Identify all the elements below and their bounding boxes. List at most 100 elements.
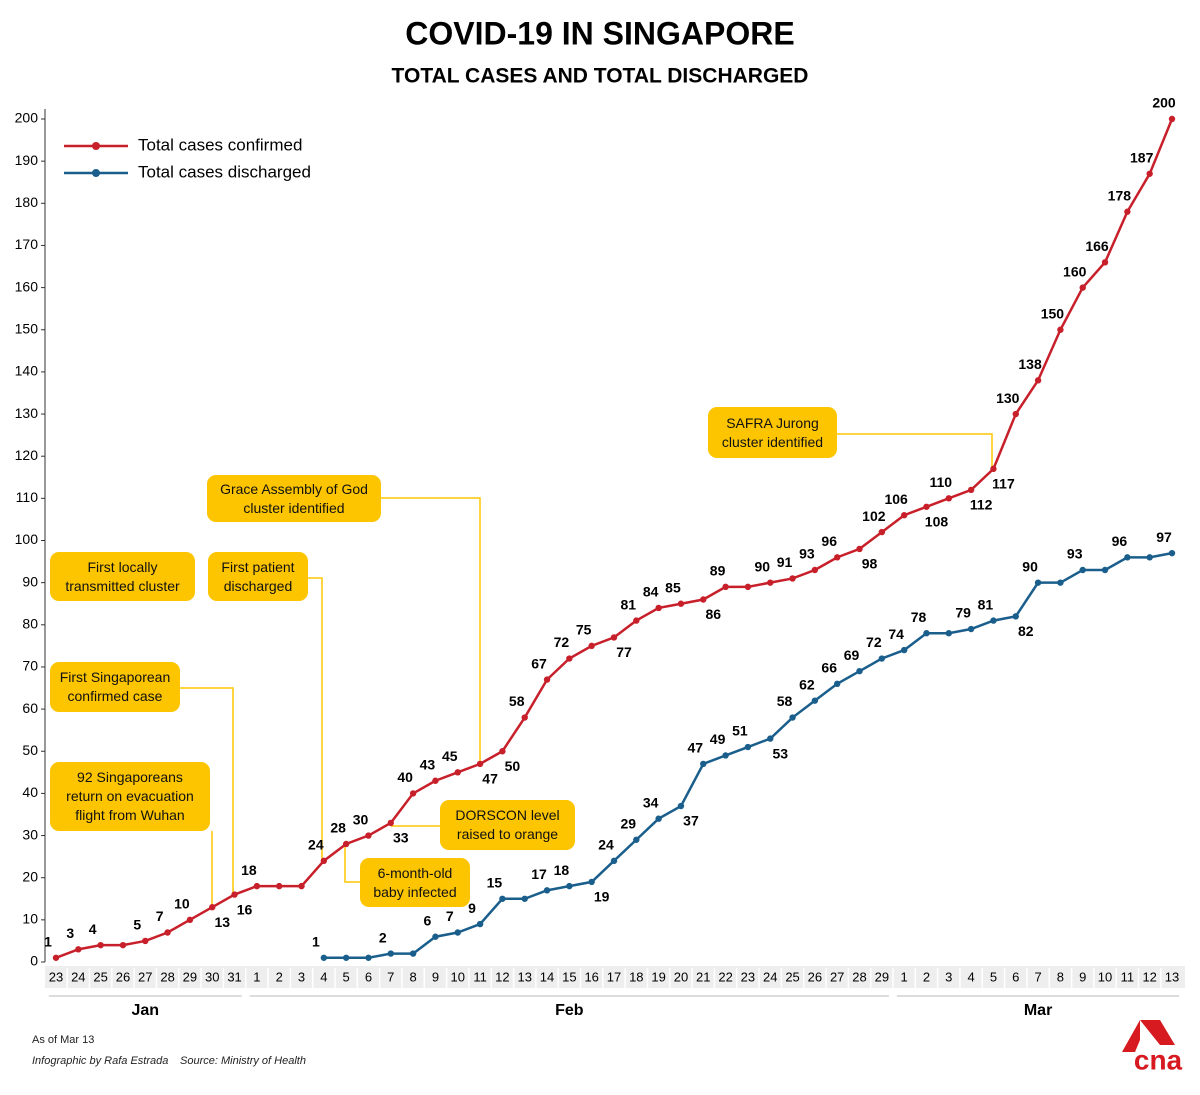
data-point [990,617,997,624]
data-label: 50 [505,758,521,774]
data-label: 102 [862,508,886,524]
data-point [856,545,863,553]
x-tick-label: 11 [473,969,487,984]
data-label: 112 [970,497,993,513]
data-point [432,933,439,940]
data-point [677,802,685,810]
annotation: DORSCON level raised to orange [440,800,575,850]
data-point [1146,554,1153,561]
x-tick-label: 3 [945,969,952,984]
x-tick-label: 5 [990,969,997,984]
data-point [454,769,461,776]
x-tick-label: 26 [808,969,822,984]
data-point [878,655,886,662]
data-label: 187 [1130,149,1154,165]
data-label: 69 [844,647,860,663]
x-tick-label: 12 [495,969,509,984]
y-tick-label: 90 [22,573,38,589]
data-point [543,676,551,683]
data-label: 117 [992,476,1015,492]
y-tick-label: 0 [30,953,38,969]
data-point [75,946,82,953]
data-point [834,554,841,561]
x-tick-label: 15 [562,969,576,984]
data-label: 7 [156,908,164,924]
annotation: First Singaporean confirmed case [50,662,180,712]
data-label: 66 [821,660,837,676]
y-tick-label: 180 [15,194,39,210]
x-tick-label: 26 [116,969,130,984]
month-label: Mar [1024,1002,1052,1019]
data-label: 90 [1022,558,1038,574]
data-point [945,495,952,502]
data-label: 16 [237,901,253,917]
x-tick-label: 24 [763,969,777,984]
legend-label: Total cases confirmed [138,135,302,154]
data-label: 10 [174,896,190,912]
legend-swatch-dot [92,142,100,150]
data-label: 79 [955,605,971,621]
series-line [55,118,1174,959]
data-point [365,832,372,839]
data-point [476,760,484,768]
x-tick-label: 22 [718,969,732,984]
data-label: 28 [330,820,346,836]
data-point [811,566,819,574]
data-label: 49 [710,731,726,747]
data-label: 138 [1018,356,1042,372]
x-tick-label: 28 [852,969,866,984]
annotation: First locally transmitted cluster [50,552,195,601]
month-label: Feb [555,1002,584,1019]
annotation: Grace Assembly of God cluster identified [207,475,381,522]
y-tick-label: 60 [22,700,38,716]
data-point [342,840,350,848]
data-point [231,891,238,898]
data-label: 150 [1041,305,1065,321]
y-tick-label: 200 [15,110,39,126]
data-label: 2 [379,929,387,945]
x-tick-label: 4 [968,969,975,984]
data-point [409,790,417,797]
data-point [499,895,506,902]
data-label: 15 [487,874,503,890]
data-label: 18 [241,862,257,878]
data-label: 7 [446,908,454,924]
connector [837,433,993,468]
data-point [1057,579,1064,586]
data-label: 37 [683,813,699,829]
credit: Infographic by Rafa Estrada [32,1055,169,1067]
legend: Total cases confirmed Total cases dischar… [55,130,330,186]
x-tick-label: 1 [253,969,260,984]
data-point [1124,208,1131,215]
data-label: 160 [1063,263,1087,279]
data-point [1101,566,1109,574]
logo-mark [1122,1020,1175,1052]
x-tick-label: 10 [451,969,465,984]
data-label: 51 [732,723,748,739]
connector [344,847,360,883]
chart-subtitle: TOTAL CASES AND TOTAL DISCHARGED [392,65,809,88]
x-tick-label: 11 [1121,969,1135,984]
data-point [1079,566,1086,574]
data-label: 13 [214,914,230,930]
data-label: 29 [621,815,637,831]
connector [381,497,481,764]
data-point [1079,284,1086,291]
data-point [789,575,796,582]
data-point [298,882,305,890]
data-point [945,630,952,637]
x-tick-label: 9 [432,969,439,984]
data-point [454,929,461,936]
data-point [967,486,975,494]
x-tick-label: 10 [1098,969,1112,984]
data-label: 89 [710,563,726,579]
x-tick-label: 20 [674,969,688,984]
data-label: 43 [420,756,436,772]
data-point [1034,579,1042,586]
x-tick-label: 8 [410,969,417,984]
x-tick-label: 23 [741,969,755,984]
data-point [52,954,60,961]
data-label: 18 [554,862,570,878]
y-tick-label: 80 [22,616,38,632]
